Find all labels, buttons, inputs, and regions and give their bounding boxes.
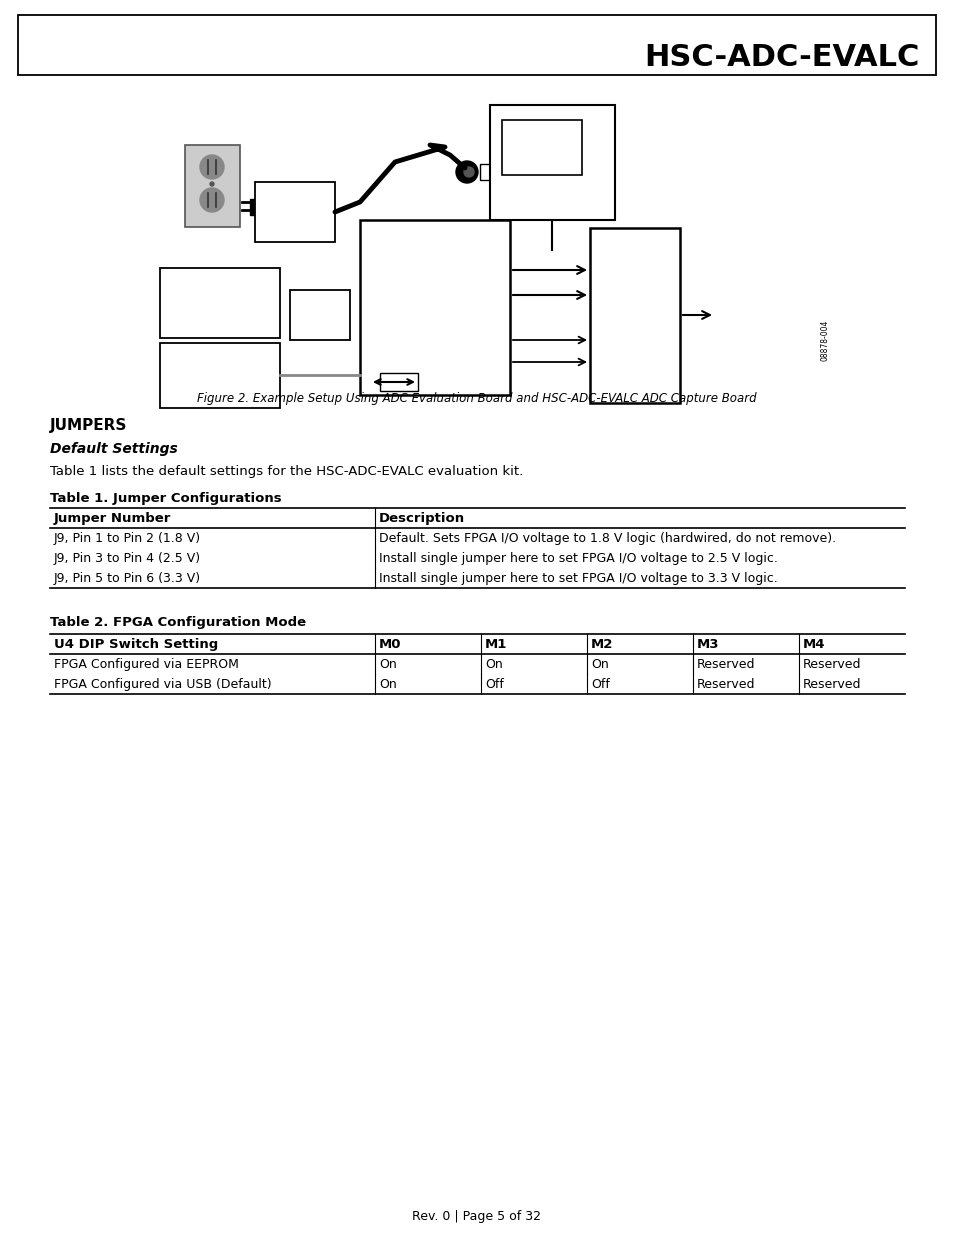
Text: On: On bbox=[590, 658, 608, 671]
Text: M2: M2 bbox=[590, 638, 613, 651]
Text: On: On bbox=[484, 658, 502, 671]
Text: Jumper Number: Jumper Number bbox=[54, 513, 172, 525]
Text: FPGA Configured via EEPROM: FPGA Configured via EEPROM bbox=[54, 658, 238, 671]
Text: 08878-004: 08878-004 bbox=[820, 320, 828, 361]
Bar bbox=[160, 268, 280, 338]
Text: M1: M1 bbox=[484, 638, 507, 651]
Text: Table 1 lists the default settings for the HSC-ADC-EVALC evaluation kit.: Table 1 lists the default settings for t… bbox=[50, 466, 522, 478]
Bar bbox=[254, 182, 335, 242]
Text: Off: Off bbox=[484, 678, 503, 692]
Text: Reserved: Reserved bbox=[802, 678, 861, 692]
Text: Rev. 0 | Page 5 of 32: Rev. 0 | Page 5 of 32 bbox=[412, 1210, 541, 1223]
Text: J9, Pin 1 to Pin 2 (1.8 V): J9, Pin 1 to Pin 2 (1.8 V) bbox=[54, 532, 201, 545]
Text: FPGA Configured via USB (Default): FPGA Configured via USB (Default) bbox=[54, 678, 272, 692]
Circle shape bbox=[456, 161, 477, 183]
Text: J9, Pin 5 to Pin 6 (3.3 V): J9, Pin 5 to Pin 6 (3.3 V) bbox=[54, 572, 201, 585]
Text: Figure 2. Example Setup Using ADC Evaluation Board and HSC-ADC-EVALC ADC Capture: Figure 2. Example Setup Using ADC Evalua… bbox=[197, 391, 756, 405]
Bar bbox=[18, 15, 935, 75]
Text: Default Settings: Default Settings bbox=[50, 442, 177, 456]
Text: Table 1. Jumper Configurations: Table 1. Jumper Configurations bbox=[50, 492, 281, 505]
Circle shape bbox=[200, 156, 224, 179]
Text: Install single jumper here to set FPGA I/O voltage to 3.3 V logic.: Install single jumper here to set FPGA I… bbox=[378, 572, 777, 585]
Circle shape bbox=[210, 182, 213, 186]
Circle shape bbox=[200, 188, 224, 212]
Bar bbox=[501, 120, 581, 175]
Text: M3: M3 bbox=[697, 638, 719, 651]
Bar bbox=[589, 228, 679, 403]
Text: Install single jumper here to set FPGA I/O voltage to 2.5 V logic.: Install single jumper here to set FPGA I… bbox=[378, 552, 777, 564]
Text: M4: M4 bbox=[802, 638, 824, 651]
Text: Reserved: Reserved bbox=[697, 658, 755, 671]
Bar bbox=[479, 164, 504, 180]
Text: Reserved: Reserved bbox=[802, 658, 861, 671]
Text: HSC-ADC-EVALC: HSC-ADC-EVALC bbox=[644, 43, 919, 73]
Text: Description: Description bbox=[378, 513, 464, 525]
Text: Table 2. FPGA Configuration Mode: Table 2. FPGA Configuration Mode bbox=[50, 616, 306, 629]
Text: JUMPERS: JUMPERS bbox=[50, 417, 128, 433]
Bar bbox=[379, 373, 417, 391]
Bar bbox=[250, 199, 264, 215]
Text: Off: Off bbox=[590, 678, 609, 692]
Text: Reserved: Reserved bbox=[697, 678, 755, 692]
Text: On: On bbox=[378, 678, 396, 692]
Bar bbox=[160, 343, 280, 408]
Bar bbox=[490, 105, 615, 220]
Text: Default. Sets FPGA I/O voltage to 1.8 V logic (hardwired, do not remove).: Default. Sets FPGA I/O voltage to 1.8 V … bbox=[378, 532, 835, 545]
Text: M0: M0 bbox=[378, 638, 401, 651]
Text: U4 DIP Switch Setting: U4 DIP Switch Setting bbox=[54, 638, 218, 651]
Bar bbox=[185, 144, 240, 227]
Text: J9, Pin 3 to Pin 4 (2.5 V): J9, Pin 3 to Pin 4 (2.5 V) bbox=[54, 552, 201, 564]
Bar bbox=[290, 290, 350, 340]
Text: On: On bbox=[378, 658, 396, 671]
Circle shape bbox=[463, 167, 474, 177]
Bar bbox=[359, 220, 510, 395]
